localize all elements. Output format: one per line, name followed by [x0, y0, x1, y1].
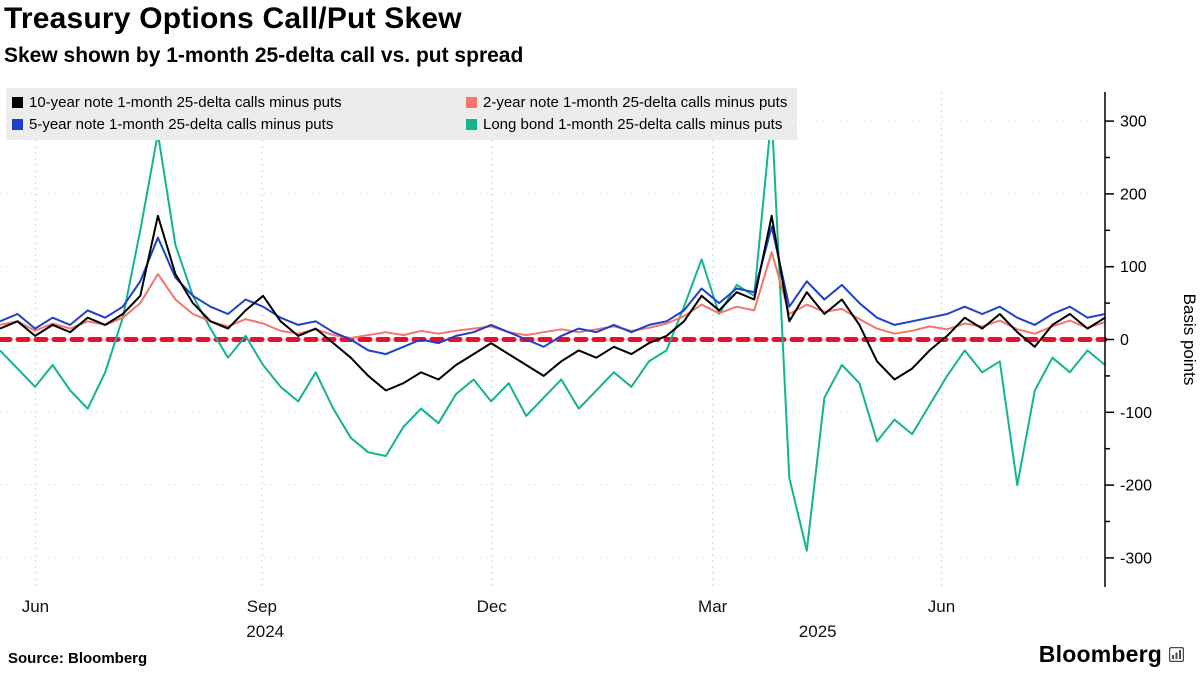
legend-label: 10-year note 1-month 25-delta calls minu… — [29, 94, 342, 111]
chart-legend: 10-year note 1-month 25-delta calls minu… — [6, 88, 798, 140]
source-note: Source: Bloomberg — [8, 650, 148, 667]
y-tick-label: 100 — [1120, 259, 1147, 276]
legend-swatch-icon — [12, 119, 23, 130]
bloomberg-logo: Bloomberg — [1038, 641, 1185, 668]
legend-item: 5-year note 1-month 25-delta calls minus… — [12, 115, 458, 134]
bloomberg-wordmark: Bloomberg — [1038, 641, 1162, 667]
page-subtitle: Skew shown by 1-month 25-delta call vs. … — [4, 44, 524, 67]
y-tick-label: 0 — [1120, 332, 1129, 349]
x-tick-label: Sep — [247, 597, 277, 616]
x-tick-label: Mar — [698, 597, 728, 616]
legend-item: 2-year note 1-month 25-delta calls minus… — [466, 93, 787, 112]
y-tick-label: 200 — [1120, 186, 1147, 203]
legend-label: 2-year note 1-month 25-delta calls minus… — [483, 94, 788, 111]
y-tick-label: -200 — [1120, 478, 1152, 495]
page-title: Treasury Options Call/Put Skew — [4, 2, 462, 35]
legend-swatch-icon — [12, 97, 23, 108]
x-tick-label: Jun — [928, 597, 955, 616]
y-tick-label: -300 — [1120, 550, 1152, 567]
legend-swatch-icon — [466, 119, 477, 130]
y-tick-label: 300 — [1120, 114, 1147, 131]
x-tick-label: Dec — [477, 597, 508, 616]
series-line-3 — [0, 214, 1106, 392]
x-year-label: 2025 — [799, 622, 837, 641]
x-tick-label: Jun — [22, 597, 49, 616]
bloomberg-chart-icon — [1168, 641, 1185, 668]
legend-label: Long bond 1-month 25-delta calls minus p… — [483, 116, 783, 133]
y-axis-title: Basis points — [1180, 294, 1199, 386]
legend-item: 10-year note 1-month 25-delta calls minu… — [12, 93, 458, 112]
series-line-1 — [0, 251, 1106, 339]
x-year-label: 2024 — [246, 622, 284, 641]
series-line-2 — [0, 225, 1106, 356]
legend-swatch-icon — [466, 97, 477, 108]
legend-item: Long bond 1-month 25-delta calls minus p… — [466, 115, 787, 134]
skew-line-chart: 300 200 100 0 -100 -200 -300 Basis points Jun Sep… — [0, 92, 1199, 641]
series-line-0 — [0, 112, 1106, 552]
legend-label: 5-year note 1-month 25-delta calls minus… — [29, 116, 334, 133]
y-tick-label: -100 — [1120, 405, 1152, 422]
